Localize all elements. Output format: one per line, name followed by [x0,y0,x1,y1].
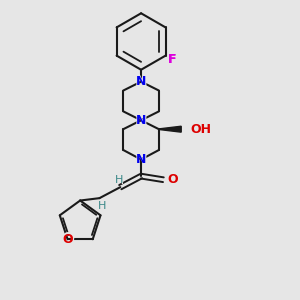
Text: H: H [114,173,124,187]
Text: OH: OH [191,122,217,137]
Text: H: H [97,199,108,213]
Text: O: O [167,173,178,186]
Text: OH: OH [191,123,212,136]
Text: N: N [135,113,148,128]
Text: F: F [168,53,176,66]
Text: H: H [115,175,123,185]
Text: N: N [136,75,146,88]
Text: H: H [98,201,106,211]
Text: N: N [135,152,148,167]
Text: O: O [167,172,180,187]
Text: F: F [167,52,178,67]
Text: N: N [136,114,146,127]
Text: F: F [167,52,178,67]
Text: O: O [62,233,73,246]
Text: O: O [61,232,74,247]
Text: F: F [168,53,176,66]
Text: N: N [135,74,148,89]
Text: N: N [136,153,146,166]
Polygon shape [159,126,181,132]
